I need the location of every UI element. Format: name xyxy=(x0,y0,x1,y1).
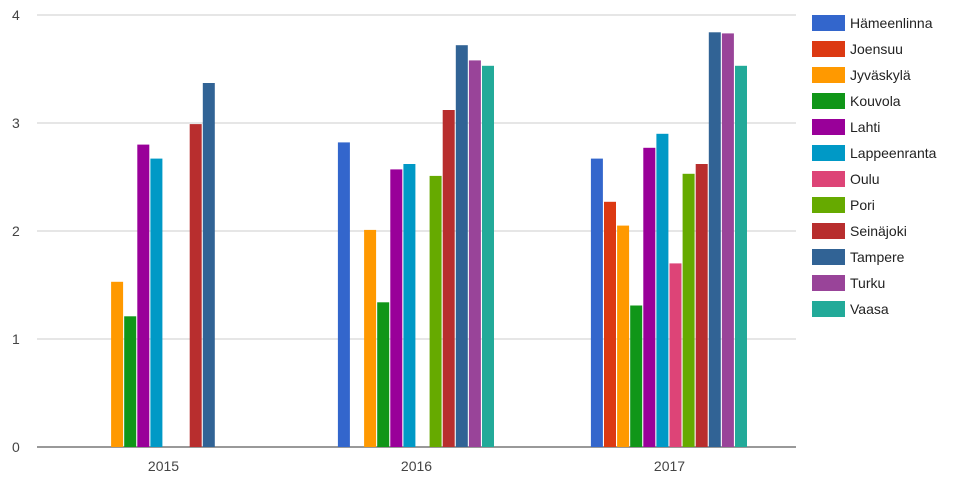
legend-label: Vaasa xyxy=(850,301,889,317)
legend-swatch xyxy=(812,67,845,83)
legend-label: Joensuu xyxy=(850,41,903,57)
legend-swatch xyxy=(812,145,845,161)
y-tick-label: 3 xyxy=(12,115,20,131)
bar xyxy=(202,83,215,447)
y-tick-label: 1 xyxy=(12,331,20,347)
legend-swatch xyxy=(812,301,845,317)
bar xyxy=(403,164,416,447)
bar xyxy=(682,173,695,448)
legend-label: Seinäjoki xyxy=(850,223,907,239)
bar xyxy=(189,124,202,447)
bar xyxy=(630,305,643,447)
legend-swatch xyxy=(812,275,845,291)
x-tick-label: 2015 xyxy=(148,458,179,474)
legend-label: Oulu xyxy=(850,171,880,187)
bar xyxy=(390,169,403,447)
bar xyxy=(364,229,377,447)
legend-swatch xyxy=(812,197,845,213)
y-tick-label: 0 xyxy=(12,439,20,455)
bar xyxy=(337,142,350,447)
legend-label: Tampere xyxy=(850,249,905,265)
bar xyxy=(656,133,669,448)
y-tick-label: 2 xyxy=(12,223,20,239)
y-tick-label: 4 xyxy=(12,7,20,23)
bar xyxy=(617,225,630,447)
bar xyxy=(111,281,124,447)
x-tick-label: 2017 xyxy=(654,458,685,474)
x-tick-label: 2016 xyxy=(401,458,432,474)
bar xyxy=(695,164,708,447)
y-axis-tick-labels: 0 1 2 3 4 xyxy=(12,7,20,455)
bars xyxy=(111,32,747,448)
bar xyxy=(468,60,481,448)
bar xyxy=(604,201,616,447)
legend-label: Pori xyxy=(850,197,875,213)
bar xyxy=(429,175,442,447)
bar xyxy=(137,144,150,447)
legend-swatch xyxy=(812,223,845,239)
legend-label: Hämeenlinna xyxy=(850,15,933,31)
legend-label: Turku xyxy=(850,275,885,291)
legend-label: Jyväskylä xyxy=(850,67,911,83)
legend-swatch xyxy=(812,119,845,135)
bar xyxy=(442,110,455,447)
bar xyxy=(590,158,603,447)
bar xyxy=(708,32,721,448)
legend-label: Lahti xyxy=(850,119,880,135)
legend-label: Kouvola xyxy=(850,93,901,109)
legend: Hämeenlinna Joensuu Jyväskylä Kouvola Lahti L… xyxy=(812,15,937,317)
legend-swatch xyxy=(812,93,845,109)
legend-label: Lappeenranta xyxy=(850,145,937,161)
bar xyxy=(124,316,137,447)
bar xyxy=(150,158,163,447)
x-axis-tick-labels: 2015 2016 2017 xyxy=(148,458,685,474)
legend-swatch xyxy=(812,171,845,187)
bar xyxy=(455,45,468,447)
bar xyxy=(377,302,390,447)
bar xyxy=(669,263,682,447)
legend-swatch xyxy=(812,15,845,31)
bar xyxy=(735,65,747,448)
legend-swatch xyxy=(812,41,845,57)
bar xyxy=(643,147,656,448)
legend-swatch xyxy=(812,249,845,265)
bar xyxy=(721,33,734,448)
bar xyxy=(482,65,494,448)
